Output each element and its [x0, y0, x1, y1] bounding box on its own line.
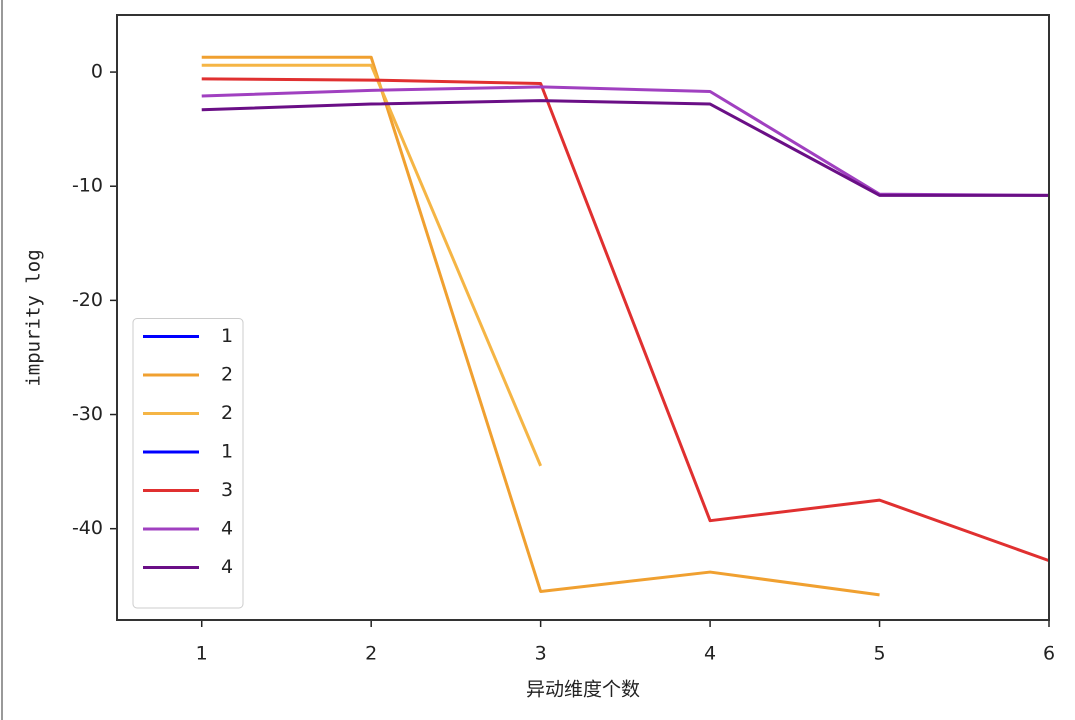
legend-box [132, 318, 244, 609]
legend-label: 1 [221, 441, 233, 463]
legend-label: 2 [221, 364, 233, 386]
x-axis-label: 异动维度个数 [526, 679, 640, 701]
legend-label: 3 [221, 479, 233, 501]
y-tick-label: -20 [72, 289, 103, 311]
y-tick-label: -40 [72, 517, 103, 539]
x-tick-label: 4 [704, 643, 716, 665]
x-tick-label: 5 [873, 643, 885, 665]
plot-frame [116, 14, 1050, 621]
legend-label: 2 [221, 402, 233, 424]
x-tick-label: 2 [365, 643, 377, 665]
x-tick-label: 1 [196, 643, 208, 665]
legend-label: 4 [221, 556, 233, 578]
legend-label: 4 [221, 518, 233, 540]
legend-label: 1 [221, 325, 233, 347]
y-axis-label: impurity log [23, 249, 45, 386]
x-tick-label: 6 [1043, 643, 1055, 665]
series-line [201, 55, 880, 597]
y-tick-label: 0 [91, 61, 103, 83]
series-line [201, 63, 543, 467]
series-line [201, 77, 1050, 563]
y-tick-label: -10 [72, 175, 103, 197]
y-tick-label: -30 [72, 403, 103, 425]
series-line [201, 99, 1049, 197]
x-tick-label: 3 [535, 643, 547, 665]
